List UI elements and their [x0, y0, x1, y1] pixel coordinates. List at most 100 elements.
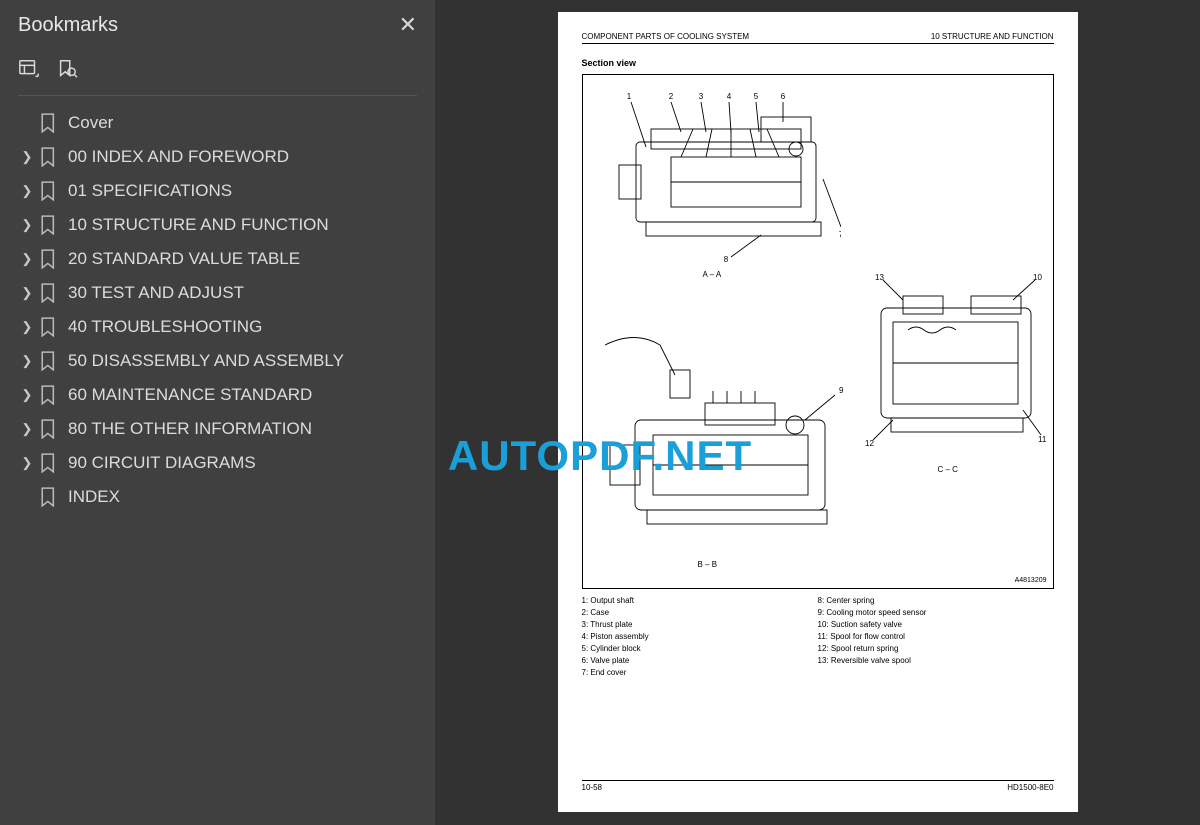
chevron-right-icon[interactable]: ❯	[18, 149, 36, 165]
bookmark-label: Cover	[68, 113, 113, 133]
bookmark-item[interactable]: ❯ 01 SPECIFICATIONS	[18, 174, 417, 208]
pdf-page: COMPONENT PARTS OF COOLING SYSTEM 10 STR…	[558, 12, 1078, 812]
bookmark-icon	[40, 419, 56, 439]
svg-text:3: 3	[698, 92, 703, 101]
page-footer: 10-58 HD1500-8E0	[582, 780, 1054, 792]
chevron-right-icon[interactable]: ❯	[18, 353, 36, 369]
bookmark-label: INDEX	[68, 487, 120, 507]
section-title: Section view	[582, 58, 1054, 68]
footer-left: 10-58	[582, 783, 602, 792]
chevron-right-icon[interactable]: ❯	[18, 387, 36, 403]
chevron-right-icon[interactable]: ❯	[18, 251, 36, 267]
bookmark-item[interactable]: Cover	[18, 106, 417, 140]
bookmark-item[interactable]: ❯ 10 STRUCTURE AND FUNCTION	[18, 208, 417, 242]
sidebar-toolbar	[18, 52, 417, 96]
find-bookmark-icon[interactable]	[56, 58, 78, 85]
bookmark-icon	[40, 215, 56, 235]
bookmark-label: 50 DISASSEMBLY AND ASSEMBLY	[68, 351, 344, 371]
view-label-bb: B – B	[698, 560, 718, 569]
legend-entry: 5: Cylinder block	[582, 643, 818, 655]
view-label-aa: A – A	[703, 270, 722, 279]
header-right: 10 STRUCTURE AND FUNCTION	[931, 32, 1054, 41]
bookmark-icon	[40, 351, 56, 371]
bookmark-label: 60 MAINTENANCE STANDARD	[68, 385, 312, 405]
legend-col-left: 1: Output shaft2: Case3: Thrust plate4: …	[582, 595, 818, 679]
chevron-right-icon[interactable]: ❯	[18, 421, 36, 437]
bookmark-label: 80 THE OTHER INFORMATION	[68, 419, 312, 439]
legend-entry: 1: Output shaft	[582, 595, 818, 607]
legend-entry: 12: Spool return spring	[818, 643, 1054, 655]
legend-col-right: 8: Center spring9: Cooling motor speed s…	[818, 595, 1054, 679]
bookmark-icon	[40, 249, 56, 269]
chevron-right-icon[interactable]: ❯	[18, 183, 36, 199]
bookmark-icon	[40, 385, 56, 405]
legend-entry: 6: Valve plate	[582, 655, 818, 667]
view-label-cc: C – C	[938, 465, 958, 474]
bookmark-label: 90 CIRCUIT DIAGRAMS	[68, 453, 256, 473]
bookmark-item[interactable]: INDEX	[18, 480, 417, 514]
bookmark-label: 20 STANDARD VALUE TABLE	[68, 249, 300, 269]
close-icon[interactable]: ✕	[399, 12, 417, 38]
document-viewport[interactable]: COMPONENT PARTS OF COOLING SYSTEM 10 STR…	[435, 0, 1200, 825]
legend-entry: 4: Piston assembly	[582, 631, 818, 643]
diagram-view-bb: 9	[595, 325, 845, 550]
legend-entry: 9: Cooling motor speed sensor	[818, 607, 1054, 619]
svg-text:9: 9	[839, 386, 844, 395]
svg-text:11: 11	[1038, 435, 1047, 444]
bookmarks-sidebar: Bookmarks ✕ Cover❯00 INDEX AND FOREWORD❯…	[0, 0, 435, 825]
svg-text:12: 12	[865, 439, 874, 448]
footer-right: HD1500-8E0	[1007, 783, 1053, 792]
svg-text:1: 1	[626, 92, 631, 101]
legend-entry: 13: Reversible valve spool	[818, 655, 1054, 667]
bookmark-item[interactable]: ❯ 00 INDEX AND FOREWORD	[18, 140, 417, 174]
svg-text:10: 10	[1033, 273, 1042, 282]
legend-entry: 8: Center spring	[818, 595, 1054, 607]
bookmark-item[interactable]: ❯ 50 DISASSEMBLY AND ASSEMBLY	[18, 344, 417, 378]
bookmark-icon	[40, 453, 56, 473]
bookmark-label: 00 INDEX AND FOREWORD	[68, 147, 289, 167]
svg-text:8: 8	[723, 255, 728, 262]
bookmark-icon	[40, 147, 56, 167]
svg-text:13: 13	[875, 273, 884, 282]
bookmark-label: 01 SPECIFICATIONS	[68, 181, 232, 201]
bookmark-item[interactable]: ❯ 40 TROUBLESHOOTING	[18, 310, 417, 344]
diagram-view-aa: 1 2 3 4 5 6 7 8	[611, 87, 841, 262]
chevron-right-icon[interactable]: ❯	[18, 285, 36, 301]
diagram-container: 12 34 56 78 A – A	[582, 74, 1054, 589]
bookmark-item[interactable]: ❯ 30 TEST AND ADJUST	[18, 276, 417, 310]
sidebar-title: Bookmarks	[18, 14, 118, 37]
bookmark-item[interactable]: ❯ 80 THE OTHER INFORMATION	[18, 412, 417, 446]
legend-entry: 7: End cover	[582, 667, 818, 679]
bookmark-item[interactable]: ❯ 60 MAINTENANCE STANDARD	[18, 378, 417, 412]
bookmark-label: 30 TEST AND ADJUST	[68, 283, 244, 303]
legend-entry: 3: Thrust plate	[582, 619, 818, 631]
outline-view-icon[interactable]	[18, 58, 40, 85]
svg-text:2: 2	[668, 92, 673, 101]
bookmark-label: 40 TROUBLESHOOTING	[68, 317, 262, 337]
header-left: COMPONENT PARTS OF COOLING SYSTEM	[582, 32, 750, 41]
bookmark-icon	[40, 487, 56, 507]
svg-text:7: 7	[838, 230, 840, 239]
legend-entry: 11: Spool for flow control	[818, 631, 1054, 643]
chevron-right-icon[interactable]: ❯	[18, 217, 36, 233]
bookmark-label: 10 STRUCTURE AND FUNCTION	[68, 215, 329, 235]
bookmark-icon	[40, 317, 56, 337]
figure-id: A4813209	[1015, 577, 1047, 584]
chevron-right-icon[interactable]: ❯	[18, 455, 36, 471]
bookmark-icon	[40, 181, 56, 201]
chevron-right-icon[interactable]: ❯	[18, 319, 36, 335]
bookmark-list: Cover ❯ 00 INDEX AND FOREWORD ❯ 01 SPECIFICA…	[18, 106, 417, 514]
bookmark-icon	[40, 283, 56, 303]
svg-text:4: 4	[726, 92, 731, 101]
page-header: COMPONENT PARTS OF COOLING SYSTEM 10 STR…	[582, 32, 1054, 44]
legend: 1: Output shaft2: Case3: Thrust plate4: …	[582, 595, 1054, 679]
legend-entry: 2: Case	[582, 607, 818, 619]
bookmark-item[interactable]: ❯ 20 STANDARD VALUE TABLE	[18, 242, 417, 276]
sidebar-header: Bookmarks ✕	[18, 12, 417, 38]
bookmark-item[interactable]: ❯ 90 CIRCUIT DIAGRAMS	[18, 446, 417, 480]
diagram-view-cc: 13 10 11 12	[863, 270, 1048, 455]
legend-entry: 10: Suction safety valve	[818, 619, 1054, 631]
svg-text:6: 6	[780, 92, 785, 101]
svg-text:5: 5	[753, 92, 758, 101]
bookmark-icon	[40, 113, 56, 133]
